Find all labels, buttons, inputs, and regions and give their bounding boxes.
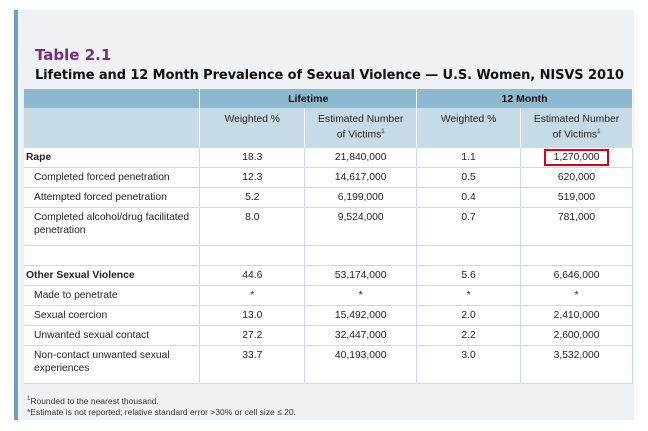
12m-estimated-cell: 1,270,000 [520, 148, 633, 168]
lifetime-weighted-cell: 8.0 [199, 207, 306, 246]
lifetime-estimated-cell: 40,193,000 [304, 345, 418, 384]
row-label: Completed forced penetration [24, 167, 201, 188]
lifetime-weighted-cell: * [199, 285, 306, 306]
column-header-row: Weighted % Estimated Number of Victims1 W… [24, 108, 633, 148]
12m-estimated-cell: 2,600,000 [520, 325, 633, 346]
12m-weighted-cell: 3.0 [416, 345, 522, 384]
12m-estimated-cell: 519,000 [520, 187, 633, 208]
group-header-empty [24, 89, 201, 108]
12m-weighted-cell: * [416, 285, 522, 306]
lifetime-estimated-cell: 15,492,000 [304, 305, 418, 326]
row-label: Non-contact unwanted sexual experiences [24, 345, 201, 384]
row-label: Unwanted sexual contact [24, 325, 201, 346]
lifetime-weighted-cell: 18.3 [199, 148, 306, 168]
12m-weighted-cell: 0.7 [416, 207, 522, 246]
column-header-12m-estimated: Estimated Number of Victims1 [520, 108, 633, 148]
spacer-row [24, 245, 633, 266]
lifetime-estimated-cell: 9,524,000 [304, 207, 418, 246]
group-header-12-month: 12 Month [416, 89, 633, 108]
lifetime-estimated-cell: 21,840,000 [304, 148, 418, 168]
table-row: Non-contact unwanted sexual experiences 3… [24, 345, 633, 384]
column-header-lifetime-estimated: Estimated Number of Victims1 [304, 108, 418, 148]
table-row: Completed alcohol/drug facilitated penetr… [24, 207, 633, 246]
12m-estimated-cell: 781,000 [520, 207, 633, 246]
footnote-estimate: *Estimate is not reported; relative stan… [27, 406, 296, 417]
12m-weighted-cell: 0.4 [416, 187, 522, 208]
footnotes: 1Rounded to the nearest thousand. *Estim… [27, 394, 296, 418]
table-row: Sexual coercion 13.0 15,492,000 2.0 2,41… [24, 305, 633, 326]
lifetime-estimated-cell: * [304, 285, 418, 306]
lifetime-estimated-cell: 6,199,000 [304, 187, 418, 208]
footnote-rounded: 1Rounded to the nearest thousand. [27, 395, 159, 406]
12m-estimated-cell: 620,000 [520, 167, 633, 188]
table-row-other-sexual-violence: Other Sexual Violence 44.6 53,174,000 5.… [24, 265, 633, 286]
table-row: Unwanted sexual contact 27.2 32,447,000 … [24, 325, 633, 346]
prevalence-table: Lifetime 12 Month Weighted % Estimated N… [24, 89, 633, 384]
column-header-empty [24, 108, 201, 148]
column-header-12m-weighted: Weighted % [416, 108, 522, 148]
table-title: Lifetime and 12 Month Prevalence of Sexu… [35, 68, 624, 83]
12m-weighted-cell: 2.0 [416, 305, 522, 326]
row-label: Completed alcohol/drug facilitated penetr… [24, 207, 201, 246]
row-label: Made to penetrate [24, 285, 201, 306]
table-row: Completed forced penetration 12.3 14,617… [24, 167, 633, 188]
table-row: Attempted forced penetration 5.2 6,199,0… [24, 187, 633, 208]
table-label: Table 2.1 [35, 46, 112, 64]
lifetime-weighted-cell: 5.2 [199, 187, 306, 208]
row-label: Other Sexual Violence [24, 265, 201, 286]
12m-weighted-cell: 0.5 [416, 167, 522, 188]
row-label: Attempted forced penetration [24, 187, 201, 208]
panel-accent-bar [14, 10, 18, 420]
lifetime-estimated-cell: 32,447,000 [304, 325, 418, 346]
12m-weighted-cell: 2.2 [416, 325, 522, 346]
row-label: Sexual coercion [24, 305, 201, 326]
12m-estimated-cell: 2,410,000 [520, 305, 633, 326]
highlight-box: 1,270,000 [543, 149, 610, 166]
group-header-lifetime: Lifetime [199, 89, 418, 108]
12m-estimated-cell: 3,532,000 [520, 345, 633, 384]
lifetime-weighted-cell: 44.6 [199, 265, 306, 286]
lifetime-weighted-cell: 33.7 [199, 345, 306, 384]
lifetime-weighted-cell: 13.0 [199, 305, 306, 326]
table-row-rape: Rape 18.3 21,840,000 1.1 1,270,000 [24, 148, 633, 168]
row-label: Rape [24, 148, 201, 168]
lifetime-weighted-cell: 27.2 [199, 325, 306, 346]
12m-weighted-cell: 1.1 [416, 148, 522, 168]
column-header-lifetime-weighted: Weighted % [199, 108, 306, 148]
lifetime-estimated-cell: 14,617,000 [304, 167, 418, 188]
12m-weighted-cell: 5.6 [416, 265, 522, 286]
12m-estimated-cell: * [520, 285, 633, 306]
lifetime-estimated-cell: 53,174,000 [304, 265, 418, 286]
12m-estimated-cell: 6,646,000 [520, 265, 633, 286]
lifetime-weighted-cell: 12.3 [199, 167, 306, 188]
table-row: Made to penetrate * * * * [24, 285, 633, 306]
group-header-row: Lifetime 12 Month [24, 89, 633, 108]
